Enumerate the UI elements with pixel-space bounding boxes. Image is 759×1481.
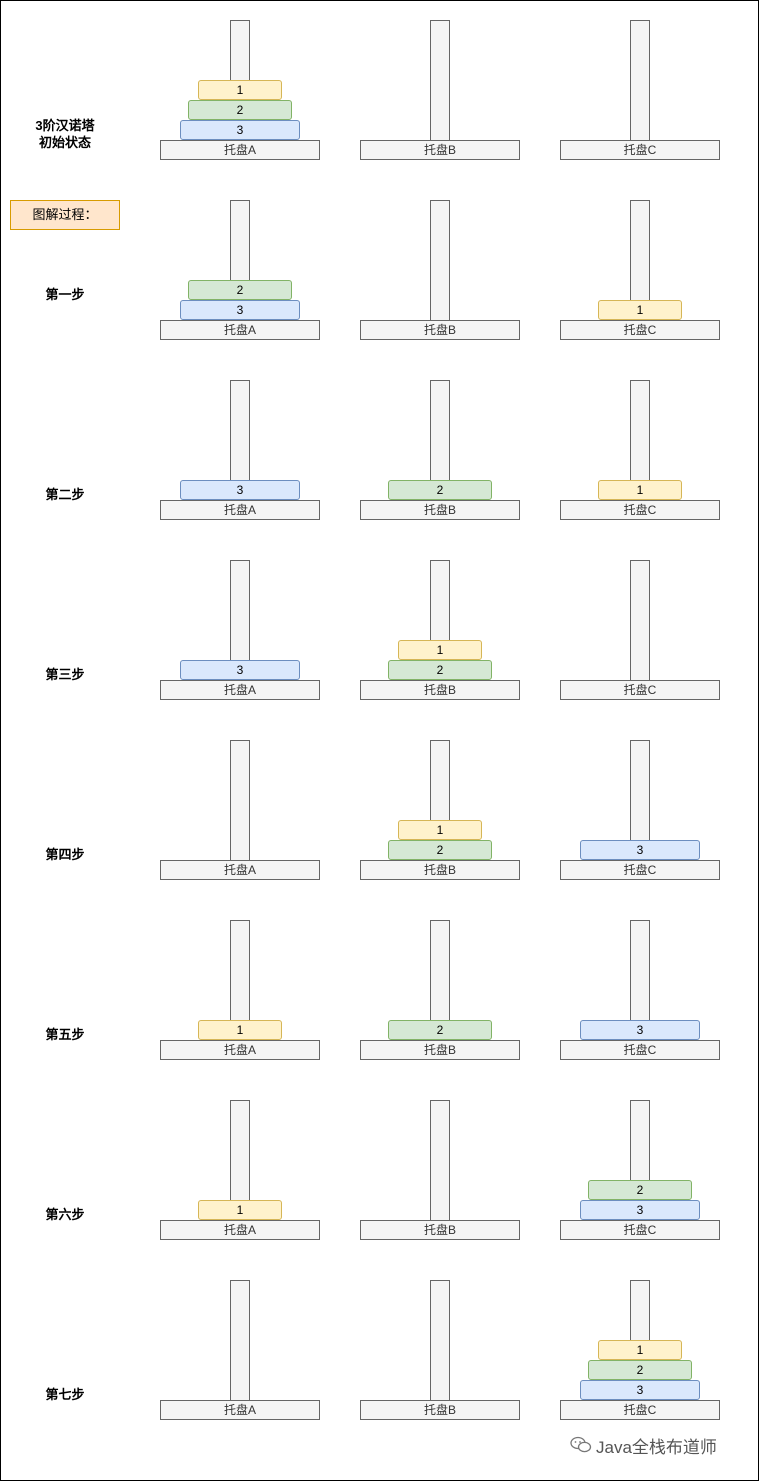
step-label: 第五步 <box>45 1027 85 1042</box>
tray: 托盘B <box>360 1400 520 1420</box>
tray: 托盘A <box>160 1040 320 1060</box>
disk-1: 1 <box>398 640 482 660</box>
tray: 托盘C <box>560 1400 720 1420</box>
legend-box: 图解过程： <box>10 200 120 230</box>
tray: 托盘C <box>560 1220 720 1240</box>
disk-2: 2 <box>388 1020 492 1040</box>
step-label: 第二步 <box>45 487 85 502</box>
tray: 托盘C <box>560 320 720 340</box>
tray: 托盘B <box>360 860 520 880</box>
disk-2: 2 <box>588 1360 692 1380</box>
disk-3: 3 <box>580 1380 700 1400</box>
disk-1: 1 <box>598 480 682 500</box>
pole <box>430 1280 450 1402</box>
tray: 托盘C <box>560 1040 720 1060</box>
disk-2: 2 <box>388 480 492 500</box>
disk-1: 1 <box>398 820 482 840</box>
disk-2: 2 <box>188 280 292 300</box>
disk-3: 3 <box>580 840 700 860</box>
tray: 托盘C <box>560 140 720 160</box>
disk-3: 3 <box>180 480 300 500</box>
tray: 托盘A <box>160 1400 320 1420</box>
pole <box>230 740 250 862</box>
disk-3: 3 <box>580 1020 700 1040</box>
tray: 托盘C <box>560 500 720 520</box>
tray: 托盘A <box>160 320 320 340</box>
pole <box>630 560 650 682</box>
pole <box>230 1280 250 1402</box>
disk-2: 2 <box>588 1180 692 1200</box>
step-label: 第三步 <box>45 667 85 682</box>
tray: 托盘A <box>160 500 320 520</box>
tray: 托盘B <box>360 320 520 340</box>
disk-2: 2 <box>388 840 492 860</box>
disk-1: 1 <box>198 1020 282 1040</box>
tray: 托盘B <box>360 1220 520 1240</box>
tray: 托盘B <box>360 1040 520 1060</box>
watermark-text: Java全栈布道师 <box>596 1438 717 1457</box>
pole <box>430 20 450 142</box>
tray: 托盘B <box>360 140 520 160</box>
disk-3: 3 <box>180 300 300 320</box>
watermark: Java全栈布道师 <box>570 1436 717 1460</box>
disk-3: 3 <box>180 660 300 680</box>
tray: 托盘A <box>160 860 320 880</box>
tray: 托盘B <box>360 500 520 520</box>
tray: 托盘A <box>160 140 320 160</box>
pole <box>430 200 450 322</box>
disk-3: 3 <box>580 1200 700 1220</box>
step-label: 第七步 <box>45 1387 85 1402</box>
disk-3: 3 <box>180 120 300 140</box>
disk-1: 1 <box>198 1200 282 1220</box>
disk-1: 1 <box>598 1340 682 1360</box>
pole <box>430 1100 450 1222</box>
disk-1: 1 <box>598 300 682 320</box>
disk-1: 1 <box>198 80 282 100</box>
step-label: 第一步 <box>45 287 85 302</box>
disk-2: 2 <box>188 100 292 120</box>
tray: 托盘C <box>560 680 720 700</box>
tray: 托盘C <box>560 860 720 880</box>
step-label: 第六步 <box>45 1207 85 1222</box>
step-label: 第四步 <box>45 847 85 862</box>
disk-2: 2 <box>388 660 492 680</box>
tray: 托盘A <box>160 680 320 700</box>
tray: 托盘B <box>360 680 520 700</box>
tray: 托盘A <box>160 1220 320 1240</box>
step-label: 3阶汉诺塔 初始状态 <box>35 118 95 150</box>
wechat-icon <box>570 1436 592 1461</box>
pole <box>630 20 650 142</box>
